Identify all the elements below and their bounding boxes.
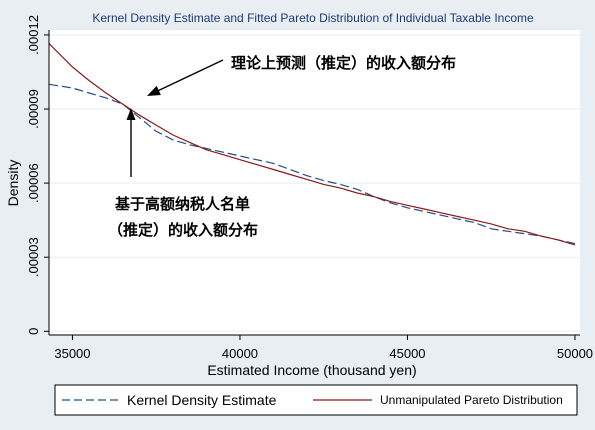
annotation-list-line2: （推定）的收入额分布: [108, 221, 258, 239]
y-tick-label-1: .00003: [26, 237, 41, 277]
annotations: 理论上预测（推定）的收入额分布 基于高额纳税人名单 （推定）的收入额分布: [84, 54, 456, 240]
annotation-list-line1: 基于高额纳税人名单: [114, 195, 250, 213]
x-tick-label-2: 45000: [389, 346, 425, 361]
x-axis-label: Estimated Income (thousand yen): [207, 362, 416, 378]
y-tick-label-3: .00009: [26, 89, 41, 129]
y-tick-label-2: .00006: [26, 163, 41, 203]
plot-area: [49, 30, 580, 335]
series-layer: [48, 43, 576, 246]
legend-label-kde: Kernel Density Estimate: [127, 392, 277, 408]
grid-layer: [49, 34, 580, 332]
series-line-pareto: [48, 43, 576, 246]
y-tick-label-0: 0: [26, 328, 41, 335]
y-axis-label: Density: [5, 160, 21, 207]
legend-label-pareto: Unmanipulated Pareto Distribution: [380, 393, 563, 407]
chart-title: Kernel Density Estimate and Fitted Paret…: [92, 11, 534, 25]
annotation-box-bg: [84, 194, 302, 240]
x-ticks: 35000 40000 45000 50000: [54, 335, 593, 361]
series-line-kde: [48, 83, 576, 245]
y-tick-label-4: .00012: [26, 15, 41, 55]
legend: Kernel Density Estimate Unmanipulated Pa…: [54, 384, 578, 416]
y-ticks: 0 .00003 .00006 .00009 .00012: [26, 15, 49, 335]
x-tick-label-0: 35000: [54, 346, 90, 361]
annotation-list-arrowhead: [126, 108, 136, 120]
annotation-theoretical: 理论上预测（推定）的收入额分布: [231, 54, 456, 72]
x-tick-label-1: 40000: [222, 346, 258, 361]
annotation-theoretical-arrowhead: [147, 85, 161, 96]
annotation-theoretical-arrow: [156, 59, 224, 92]
x-tick-label-3: 50000: [557, 346, 593, 361]
